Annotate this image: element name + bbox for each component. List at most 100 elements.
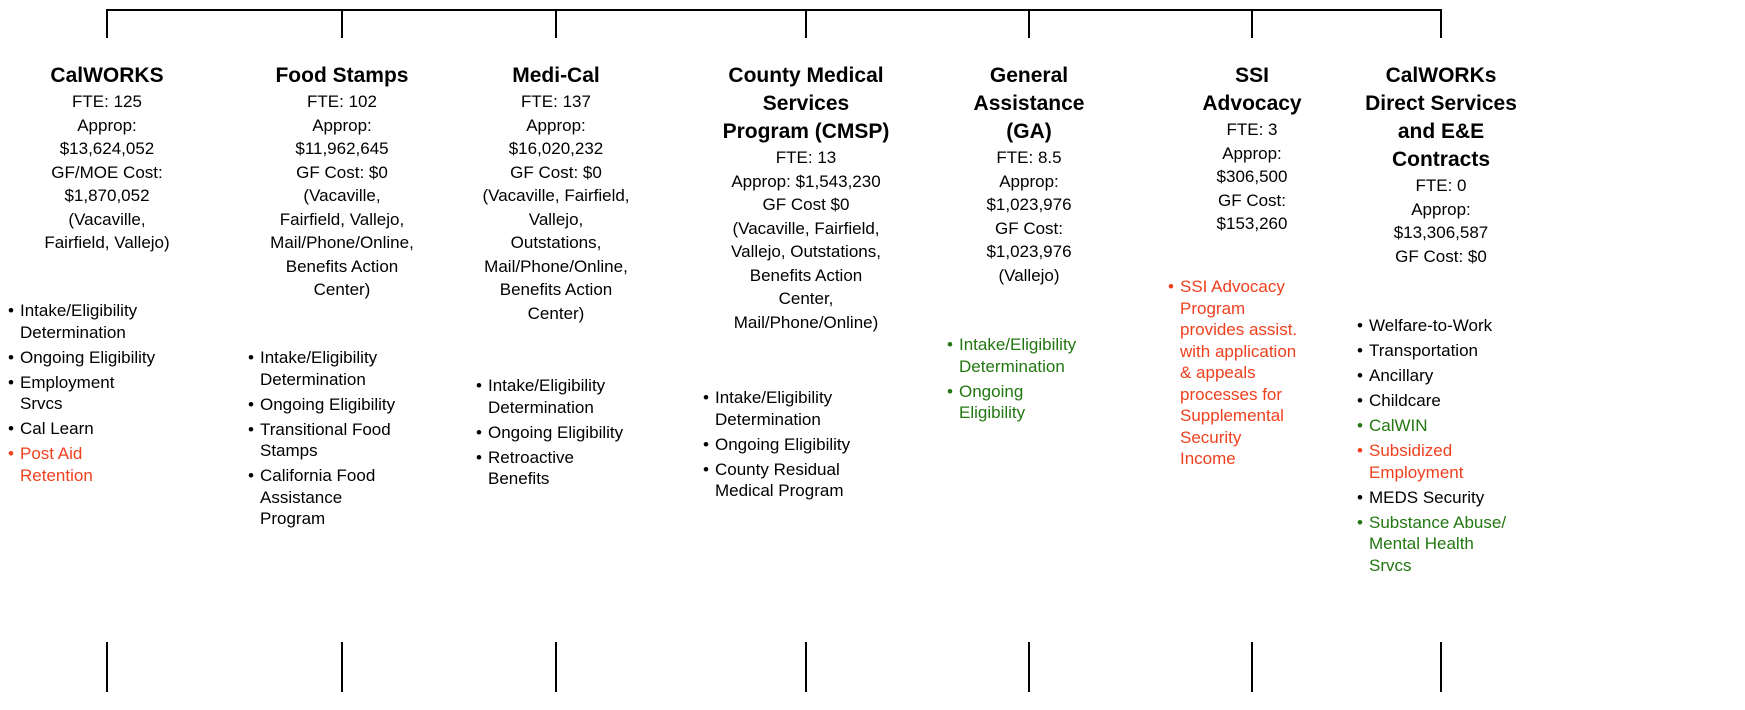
- bullet-line: CalWIN: [1369, 416, 1428, 435]
- title-line: CalWORKs: [1385, 64, 1497, 87]
- bullet-line: Subsidized: [1369, 441, 1453, 460]
- bullet-line: Program: [260, 509, 326, 528]
- bullet-item: Retroactive Benefits: [476, 447, 623, 490]
- bullet-list: Intake/Eligibility Determination Ongoing E…: [703, 387, 850, 505]
- bullet-line: California Food: [260, 466, 376, 485]
- bullet-item: Ancillary: [1357, 365, 1506, 387]
- info-line: FTE: 13: [775, 148, 837, 167]
- bullet-line: Intake/Eligibility: [20, 301, 138, 320]
- info-line: $13,624,052: [59, 139, 155, 158]
- bullet-line: Ongoing Eligibility: [488, 422, 624, 442]
- info-line: $153,260: [1216, 214, 1288, 233]
- title-line: SSI: [1235, 64, 1269, 87]
- info-line: (Vallejo): [998, 265, 1060, 285]
- bullet-line: Determination: [488, 397, 594, 417]
- bullet-line: Employment: [1369, 462, 1464, 482]
- info-line: GF Cost: $0: [510, 162, 602, 182]
- bullet-item: California Food Assistance Program: [248, 465, 395, 530]
- column: General Assistance (GA) FTE: 8.5 Approp: $1,0…: [879, 62, 1179, 422]
- bullet-line: SSI Advocacy: [1180, 277, 1285, 296]
- bullet-item: SSI Advocacy Program provides assist. with …: [1168, 276, 1297, 470]
- info-line: Approp:: [77, 115, 137, 135]
- info-line: FTE: 8.5: [996, 148, 1062, 167]
- column: Food Stamps FTE: 102 Approp: $11,962,645 GF …: [192, 62, 492, 528]
- info-line: Vallejo,: [528, 209, 584, 229]
- info-line: (Vacaville, Fairfield,: [482, 186, 630, 205]
- info-line: GF/MOE Cost:: [51, 162, 163, 182]
- column-title: CalWORKS: [0, 62, 257, 90]
- info-line: $306,500: [1216, 167, 1288, 186]
- info-line: Approp:: [999, 171, 1059, 191]
- bullet-line: County Residual: [715, 459, 840, 479]
- info-line: Outstations,: [510, 233, 602, 252]
- bullet-item: Ongoing Eligibility: [476, 422, 623, 444]
- bullet-list: Intake/Eligibility Determination Ongoing E…: [248, 347, 395, 533]
- info-line: $1,023,976: [986, 195, 1072, 214]
- column-info: FTE: 3 Approp: $306,500 GF Cost: $153,260: [1102, 118, 1402, 236]
- info-line: GF Cost:: [994, 218, 1063, 238]
- info-line: (Vacaville,: [68, 209, 146, 229]
- bullet-line: Assistance: [260, 487, 343, 507]
- info-line: Center): [527, 303, 585, 323]
- info-line: Center,: [778, 289, 834, 308]
- bullet-item: Ongoing Eligibility: [248, 394, 395, 416]
- bullet-line: Stamps: [260, 441, 318, 460]
- bullet-list: Intake/Eligibility Determination Ongoing El…: [947, 334, 1076, 427]
- title-line: Assistance: [973, 92, 1085, 115]
- info-line: FTE: 3: [1226, 120, 1278, 139]
- title-line: Medi-Cal: [512, 64, 600, 87]
- bullet-item: Cal Learn: [8, 418, 155, 440]
- info-line: Approp:: [526, 115, 586, 135]
- bullet-line: Welfare-to-Work: [1369, 316, 1493, 335]
- bullet-item: Ongoing Eligibility: [8, 347, 155, 369]
- bullet-line: Intake/Eligibility: [959, 335, 1077, 354]
- bullet-line: Transitional Food: [260, 419, 391, 439]
- title-line: Advocacy: [1202, 92, 1302, 115]
- info-line: Benefits Action: [285, 256, 399, 276]
- info-line: Vallejo, Outstations,: [731, 242, 881, 261]
- bullet-line: Childcare: [1369, 391, 1441, 410]
- bullet-line: Intake/Eligibility: [715, 388, 833, 407]
- info-line: FTE: 137: [521, 92, 591, 111]
- title-line: Services: [762, 92, 850, 115]
- bullet-item: Substance Abuse/Mental Health Srvcs: [1357, 512, 1506, 577]
- bullet-item: MEDS Security: [1357, 487, 1506, 509]
- info-line: $16,020,232: [508, 139, 604, 158]
- bullet-line: Post Aid: [20, 444, 83, 463]
- info-line: Benefits Action: [499, 280, 613, 299]
- bullet-line: processes for: [1180, 384, 1283, 404]
- info-line: Approp:: [1411, 199, 1471, 219]
- bullet-line: Determination: [715, 409, 821, 429]
- bullet-item: Childcare: [1357, 390, 1506, 412]
- bullet-list: Intake/Eligibility Determination Ongoing E…: [476, 375, 623, 493]
- info-line: $13,306,587: [1393, 223, 1489, 242]
- bullet-line: Ongoing Eligibility: [20, 347, 156, 367]
- bullet-item: Subsidized Employment: [1357, 440, 1506, 483]
- bullet-line: Substance Abuse/: [1369, 512, 1507, 532]
- bullet-line: Income: [1180, 449, 1236, 468]
- bullet-line: & appeals: [1180, 363, 1256, 382]
- bullet-line: Mental Health: [1369, 534, 1474, 553]
- info-line: FTE: 102: [307, 92, 377, 111]
- bullet-item: Intake/Eligibility Determination: [947, 334, 1076, 377]
- title-line: General: [989, 64, 1069, 87]
- column-info: FTE: 8.5 Approp: $1,023,976 GF Cost: $1,023,…: [879, 146, 1179, 287]
- column-info: FTE: 137 Approp: $16,020,232 GF Cost: $0 (Va…: [406, 90, 706, 325]
- bullet-line: Determination: [20, 322, 126, 342]
- bullet-line: MEDS Security: [1369, 487, 1485, 507]
- info-line: (Vacaville, Fairfield,: [732, 218, 880, 238]
- bullet-line: Ancillary: [1369, 366, 1434, 385]
- info-line: Mail/Phone/Online,: [270, 233, 414, 252]
- bullet-line: Eligibility: [959, 403, 1026, 422]
- bullet-line: Intake/Eligibility: [488, 376, 606, 395]
- bullet-list: Welfare-to-Work Transportation Ancillary Ch…: [1357, 315, 1506, 580]
- info-line: Fairfield, Vallejo,: [279, 209, 405, 229]
- bullet-line: Intake/Eligibility: [260, 348, 378, 367]
- bullet-list: Intake/Eligibility Determination Ongoing E…: [8, 300, 155, 490]
- bullet-line: provides assist.: [1180, 320, 1298, 339]
- column-title: Medi-Cal: [406, 62, 706, 90]
- column: CalWORKS FTE: 125 Approp: $13,624,052 GF/MOE…: [0, 62, 257, 485]
- info-line: GF Cost $0: [762, 195, 850, 214]
- bullet-item: Welfare-to-Work: [1357, 315, 1506, 337]
- column-info: FTE: 13 Approp: $1,543,230 GF Cost $0 (Vaca…: [656, 146, 956, 334]
